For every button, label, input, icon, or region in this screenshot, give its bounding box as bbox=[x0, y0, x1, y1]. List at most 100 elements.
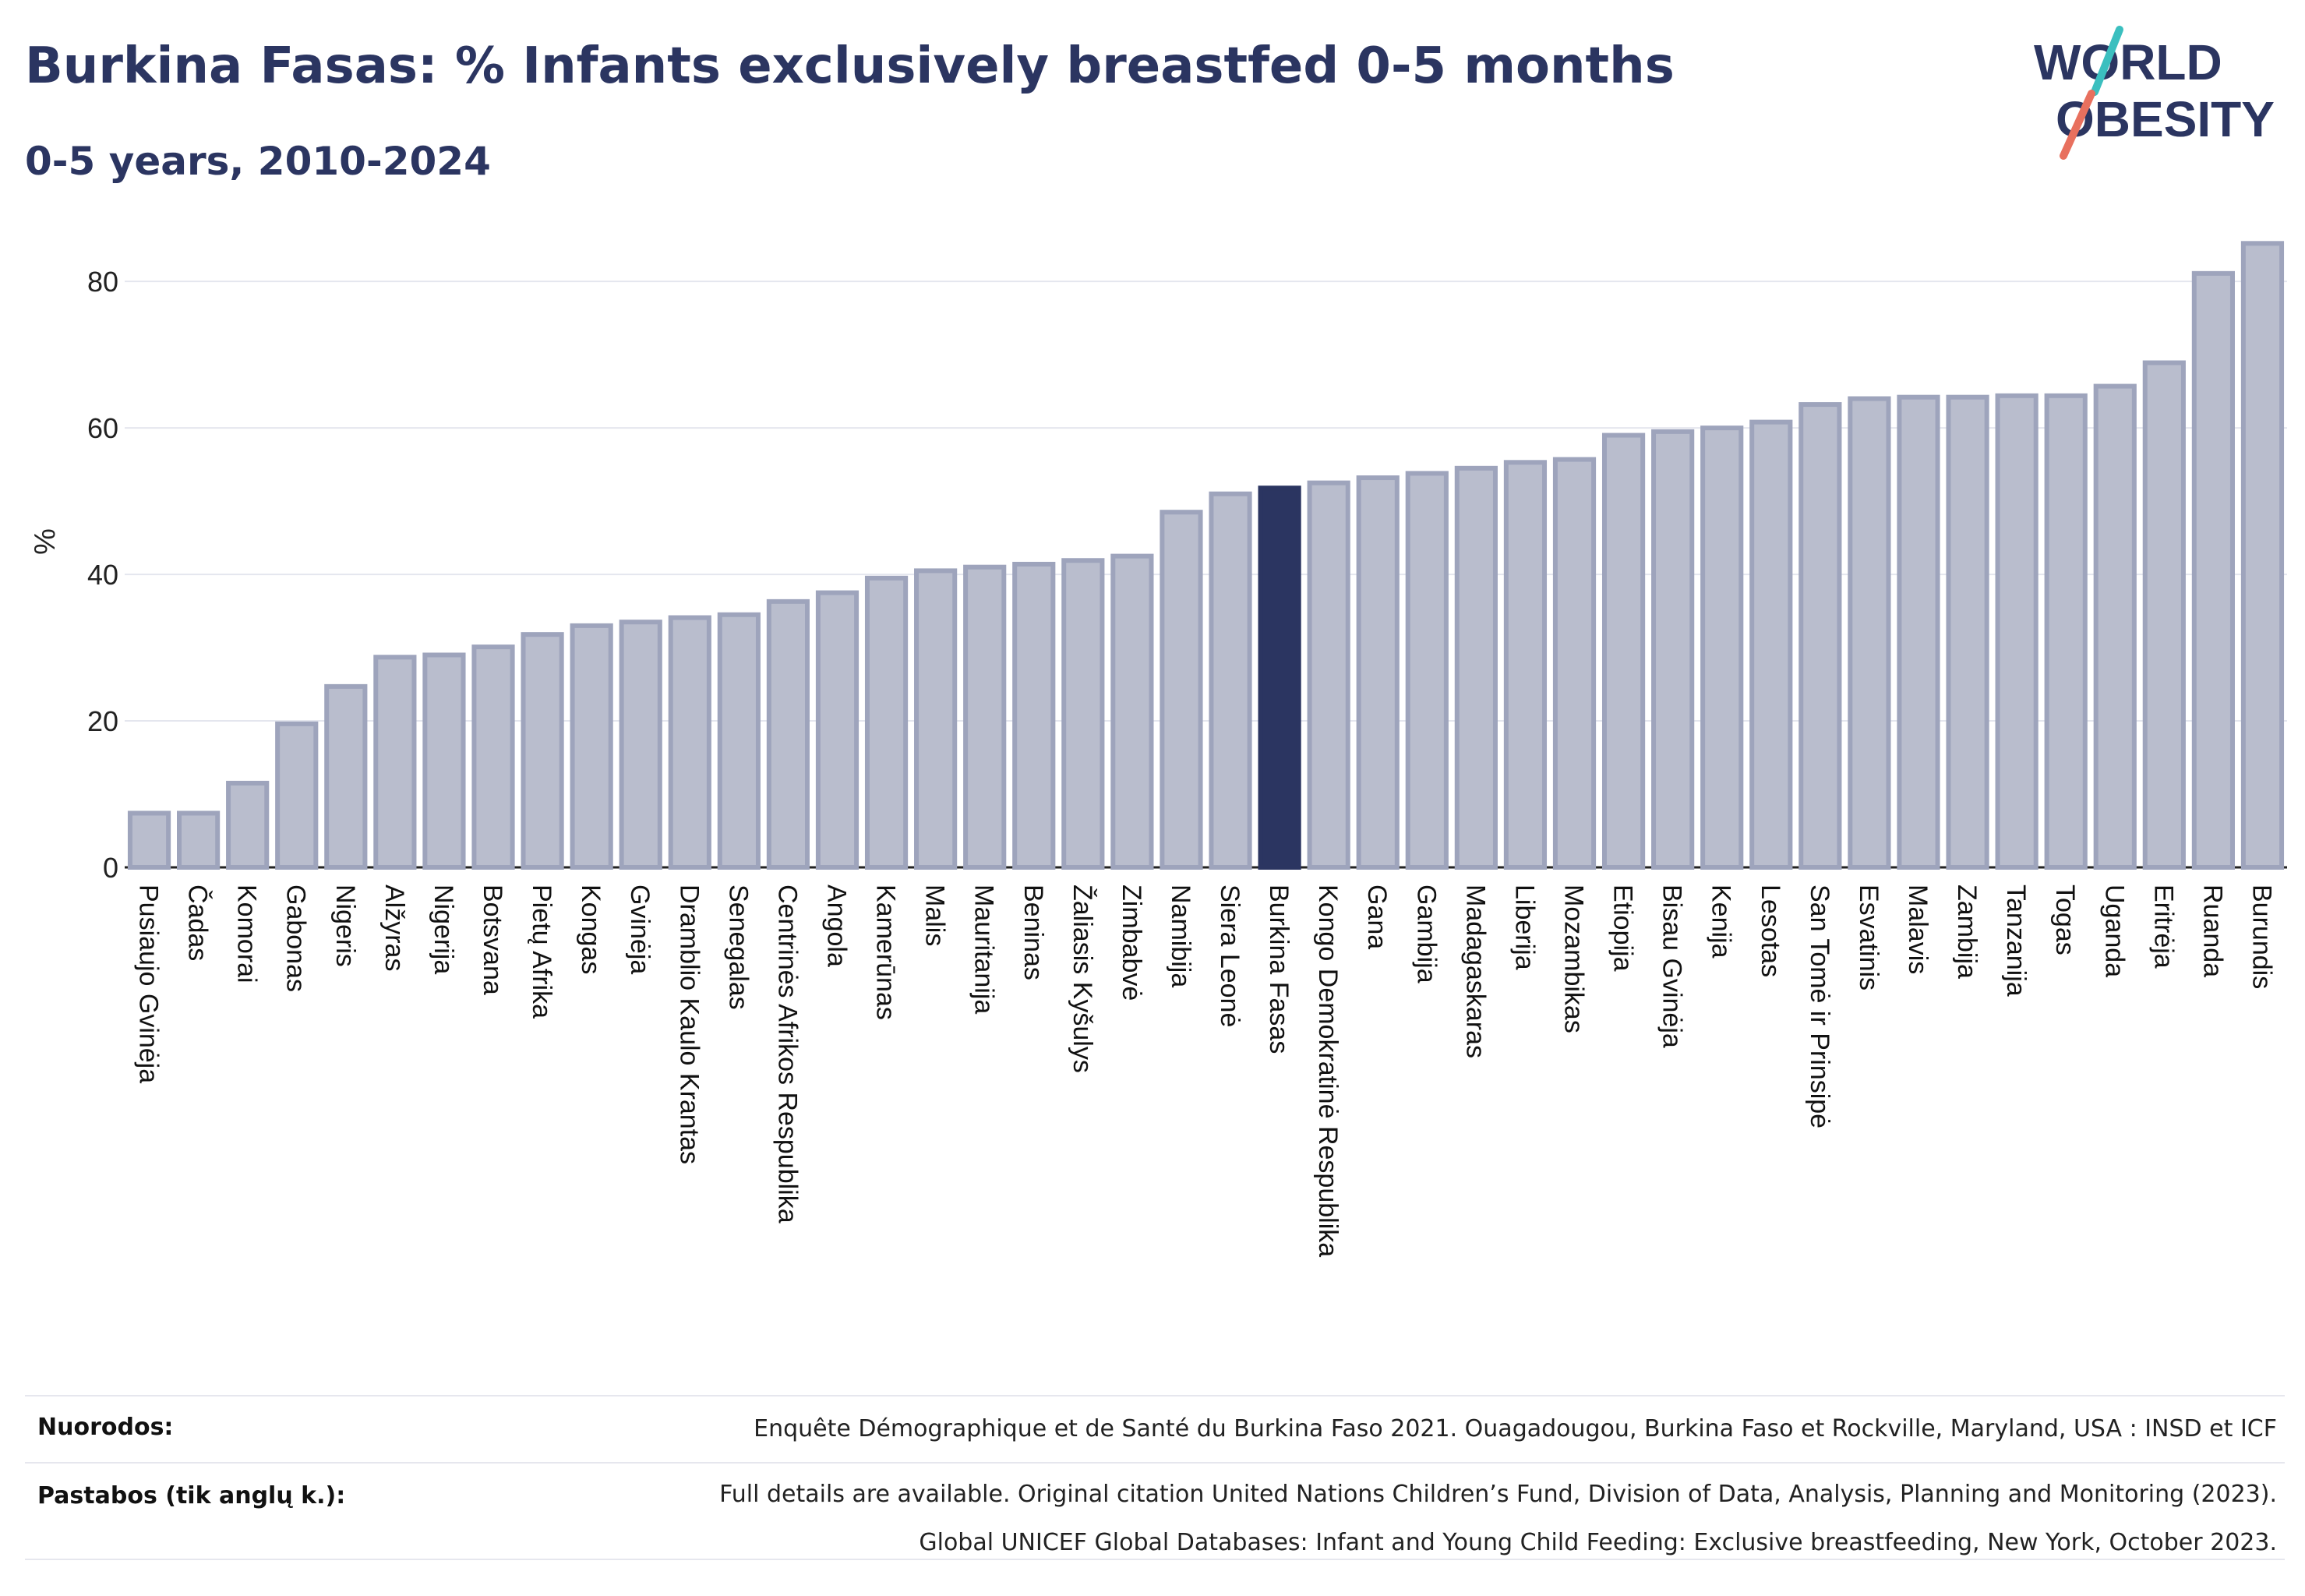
x-tick-label: Kongas bbox=[576, 885, 605, 974]
notes-label: Pastabos (tik anglų k.): bbox=[37, 1482, 346, 1509]
x-tick-label: Nigerija bbox=[429, 885, 458, 974]
bar bbox=[2093, 383, 2137, 870]
bar bbox=[1897, 394, 1940, 870]
bar bbox=[1012, 561, 1056, 870]
bar bbox=[1552, 457, 1597, 870]
bar bbox=[1749, 419, 1793, 870]
x-tick-label: Kongo Demokratinė Respublika bbox=[1313, 885, 1343, 1257]
bar bbox=[324, 683, 368, 870]
x-tick-label: Gana bbox=[1362, 885, 1392, 949]
sources-row: Nuorodos: Enquête Démographique et de Sa… bbox=[25, 1395, 2285, 1462]
bar bbox=[2044, 393, 2088, 870]
world-obesity-logo: WORLD OBESITY bbox=[2034, 26, 2275, 160]
x-tick-label: Bisau Gvinėja bbox=[1657, 885, 1687, 1048]
x-tick-label: Pusiaujo Gvinėja bbox=[134, 885, 164, 1083]
bar bbox=[1700, 425, 1744, 870]
x-tick-label: Madagaskaras bbox=[1460, 885, 1490, 1058]
x-tick-label: Lesotas bbox=[1756, 885, 1785, 977]
x-tick-label: Gambija bbox=[1411, 885, 1441, 983]
bar bbox=[717, 612, 761, 870]
x-tick-label: Burundis bbox=[2247, 885, 2276, 989]
x-tick-label: Čadas bbox=[183, 885, 213, 961]
x-tick-label: Beninas bbox=[1018, 885, 1048, 980]
bar bbox=[422, 652, 466, 870]
bar bbox=[864, 575, 909, 870]
logo-slash-coral bbox=[2060, 90, 2095, 160]
sources-label: Nuorodos: bbox=[37, 1414, 174, 1441]
y-tick-label: 80 bbox=[87, 266, 118, 298]
x-tick-label: Senegalas bbox=[723, 885, 753, 1010]
bar bbox=[668, 615, 711, 870]
x-tick-label: Žaliasis Kyšulys bbox=[1068, 885, 1097, 1073]
bar bbox=[914, 568, 958, 870]
y-axis-ticks: 0 20 40 60 80 bbox=[87, 266, 118, 884]
bar-chart: 0 20 40 60 80 Pusiaujo Gvinėja Čadas Komorai Ga… bbox=[29, 241, 2287, 1257]
x-tick-label: Siera Leonė bbox=[1215, 885, 1244, 1027]
x-tick-label: Uganda bbox=[2099, 885, 2129, 977]
bar-highlight bbox=[1258, 486, 1301, 870]
x-tick-label: Nigeris bbox=[330, 885, 360, 967]
bar bbox=[766, 598, 810, 870]
logo-slash-teal bbox=[2091, 26, 2123, 96]
bar bbox=[570, 623, 613, 870]
bar bbox=[1110, 553, 1154, 870]
x-axis-labels: Pusiaujo Gvinėja Čadas Komorai Gabonas Niger… bbox=[134, 885, 2277, 1257]
bar bbox=[226, 780, 270, 870]
y-tick-label: 60 bbox=[87, 412, 118, 444]
chart-subtitle: 0-5 years, 2010-2024 bbox=[25, 139, 491, 184]
bar bbox=[1946, 394, 1989, 870]
bar bbox=[2240, 241, 2285, 870]
x-tick-label: Etiopija bbox=[1608, 885, 1638, 972]
x-tick-label: Mauritanija bbox=[969, 885, 999, 1014]
x-tick-label: Togas bbox=[2050, 885, 2080, 955]
x-tick-label: Komorai bbox=[232, 885, 262, 983]
x-tick-label: Botsvana bbox=[478, 885, 507, 995]
x-tick-label: Liberija bbox=[1509, 885, 1539, 970]
x-tick-label: Eritrėja bbox=[2148, 885, 2178, 969]
x-tick-label: Gvinėja bbox=[625, 885, 655, 974]
bar bbox=[1454, 465, 1498, 870]
bar bbox=[619, 620, 662, 870]
x-tick-label: Dramblio Kaulo Krantas bbox=[674, 885, 704, 1164]
y-axis-label: % bbox=[29, 528, 62, 555]
bar bbox=[275, 721, 319, 870]
x-tick-label: Kenija bbox=[1707, 885, 1736, 959]
bar bbox=[1307, 480, 1350, 870]
bar bbox=[373, 655, 417, 870]
y-tick-label: 20 bbox=[87, 705, 118, 737]
x-tick-label: Gabonas bbox=[281, 885, 311, 992]
bar bbox=[963, 564, 1007, 870]
x-tick-label: Malavis bbox=[1903, 885, 1933, 974]
bar bbox=[1160, 510, 1203, 870]
x-tick-label: Esvatinis bbox=[1854, 885, 1883, 990]
x-tick-label: Alžyras bbox=[379, 885, 409, 971]
bar bbox=[1995, 393, 2038, 870]
bar bbox=[1601, 433, 1646, 870]
x-tick-label: Ruanda bbox=[2197, 885, 2227, 977]
bar bbox=[2191, 270, 2235, 870]
bar bbox=[2142, 360, 2186, 870]
x-tick-label: Kamerūnas bbox=[871, 885, 901, 1020]
y-tick-label: 40 bbox=[87, 559, 118, 591]
bar bbox=[177, 810, 221, 870]
bar bbox=[1356, 475, 1400, 870]
x-tick-label: Centrinės Afrikos Respublika bbox=[772, 885, 802, 1223]
x-tick-label: Malis bbox=[920, 885, 950, 946]
bar bbox=[127, 810, 171, 870]
bar bbox=[1848, 396, 1891, 870]
x-tick-label: Burkina Fasas bbox=[1264, 885, 1294, 1054]
x-tick-label: Mozambikas bbox=[1559, 885, 1589, 1033]
x-tick-label: Tanzanija bbox=[2001, 885, 2031, 997]
notes-line-2: Global UNICEF Global Databases: Infant a… bbox=[919, 1529, 2277, 1556]
x-tick-label: Zambija bbox=[1952, 885, 1982, 979]
bar bbox=[1061, 558, 1105, 870]
bar bbox=[1503, 460, 1548, 870]
bar bbox=[1651, 429, 1695, 870]
bar bbox=[815, 590, 860, 870]
x-tick-label: Namibija bbox=[1166, 885, 1195, 987]
logo-word-world: WORLD bbox=[2034, 34, 2222, 90]
sources-text: Enquête Démographique et de Santé du Bur… bbox=[754, 1415, 2277, 1442]
notes-row: Pastabos (tik anglų k.): Full details ar… bbox=[25, 1462, 2285, 1560]
x-tick-label: Zimbabvė bbox=[1117, 885, 1146, 1001]
x-tick-label: Pietų Afrika bbox=[527, 885, 556, 1019]
